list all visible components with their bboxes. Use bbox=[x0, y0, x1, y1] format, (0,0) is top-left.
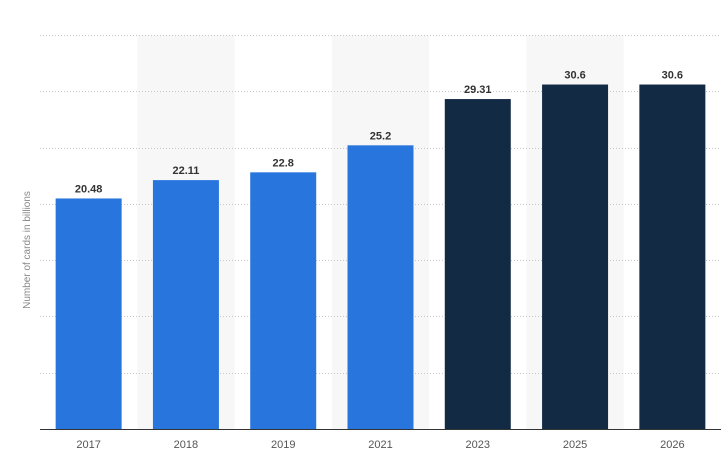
bar-2025[interactable] bbox=[542, 84, 609, 429]
x-tick-label: 2026 bbox=[660, 439, 684, 451]
bar-2019[interactable] bbox=[250, 172, 317, 429]
value-label: 22.8 bbox=[273, 157, 294, 169]
x-tick-label: 2018 bbox=[174, 439, 198, 451]
bar-2026[interactable] bbox=[639, 84, 706, 429]
bar-2023[interactable] bbox=[444, 99, 511, 429]
x-tick-label: 2021 bbox=[368, 439, 392, 451]
x-tick-label: 2025 bbox=[563, 439, 587, 451]
x-tick-label: 2019 bbox=[271, 439, 295, 451]
bar-2018[interactable] bbox=[152, 180, 219, 429]
value-labels: 20.48 22.11 22.8 25.2 29.31 30.6 30.6 bbox=[75, 70, 683, 196]
x-tick-labels: 2017 2018 2019 2021 2023 2025 2026 bbox=[76, 439, 684, 451]
value-label: 20.48 bbox=[75, 183, 103, 195]
x-tick-label: 2023 bbox=[466, 439, 490, 451]
bars bbox=[55, 84, 706, 429]
value-label: 22.11 bbox=[172, 165, 199, 177]
value-label: 30.6 bbox=[662, 70, 683, 82]
y-axis-title: Number of cards in billions bbox=[22, 191, 33, 309]
value-label: 29.31 bbox=[464, 84, 492, 96]
bar-2021[interactable] bbox=[347, 145, 414, 429]
value-label: 30.6 bbox=[564, 70, 585, 82]
x-tick-label: 2017 bbox=[76, 439, 100, 451]
value-label: 25.2 bbox=[370, 130, 391, 142]
bar-2017[interactable] bbox=[55, 198, 122, 429]
